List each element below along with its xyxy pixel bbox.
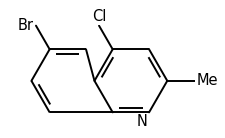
Text: Me: Me [196, 73, 217, 88]
Text: N: N [136, 114, 146, 129]
Text: Cl: Cl [91, 9, 106, 24]
Text: Br: Br [18, 18, 34, 33]
